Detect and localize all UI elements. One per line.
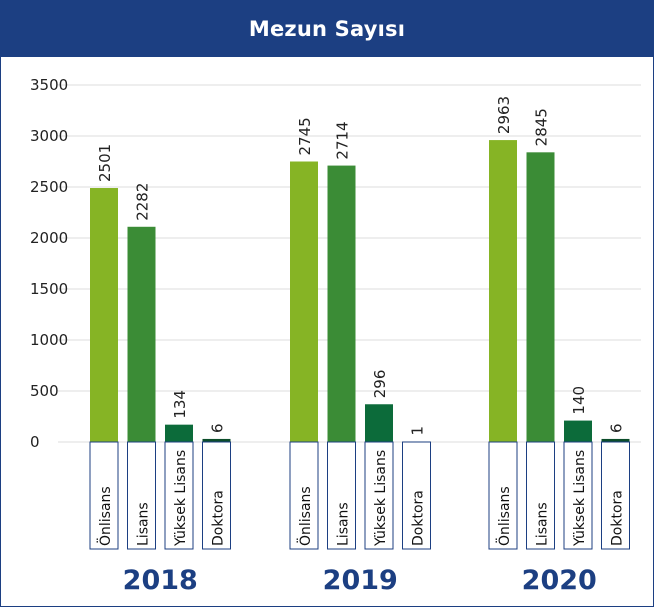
value-label-2018-lisans: 2282 (134, 183, 152, 221)
category-label-2019-doktora: Doktora (411, 490, 427, 546)
bar-2018-lisans (127, 226, 156, 442)
category-label-2019-onlisans: Önlisans (296, 486, 314, 546)
value-label-2018-doktora: 6 (209, 423, 227, 433)
y-tick-label: 3500 (30, 76, 68, 94)
bar-2020-lisans (526, 152, 555, 442)
chart-title: Mezun Sayısı (248, 17, 406, 41)
category-box-2018-doktora (202, 441, 231, 550)
category-box-2020-yuksek-lisans (563, 441, 593, 550)
value-labels: 2501 2282 134 6 2745 2714 296 1 2963 2845 140 6 (96, 96, 626, 436)
y-tick-label: 2500 (30, 178, 68, 196)
y-tick-label: 0 (30, 433, 40, 451)
value-label-2020-onlisans: 2963 (495, 96, 513, 134)
bar-2018-yuksek-lisans (165, 424, 193, 442)
bar-2019-lisans (327, 165, 356, 442)
category-label-boxes: Önlisans Lisans Yüksek Lisans Doktora Önlisa… (89, 441, 630, 550)
value-label-2020-doktora: 6 (608, 423, 626, 433)
y-tick-label: 3000 (30, 127, 68, 145)
value-label-2020-yuksek-lisans: 140 (570, 386, 588, 415)
category-label-2020-lisans: Lisans (535, 502, 551, 546)
category-box-2020-lisans (526, 441, 555, 550)
bar-2020-yuksek-lisans (564, 420, 592, 442)
bar-2018-doktora (202, 438, 231, 442)
y-tick-label: 1500 (30, 280, 68, 298)
category-box-2019-yuksek-lisans (364, 441, 394, 550)
category-box-2020-doktora (601, 441, 630, 550)
category-box-2019-doktora (402, 441, 431, 550)
value-label-2018-yuksek-lisans: 134 (171, 390, 189, 419)
bar-2018-onlisans (90, 188, 118, 442)
value-label-2019-yuksek-lisans: 296 (371, 370, 389, 399)
y-tick-label: 500 (30, 382, 59, 400)
category-box-2020-onlisans (488, 441, 518, 550)
value-label-2019-onlisans: 2745 (296, 117, 314, 155)
value-label-2020-lisans: 2845 (533, 108, 551, 146)
category-label-2018-lisans: Lisans (136, 502, 152, 546)
chart-header: Mezun Sayısı (1, 1, 653, 57)
y-tick-label: 1000 (30, 331, 68, 349)
category-box-2019-lisans (327, 441, 356, 550)
category-label-2018-doktora: Doktora (211, 490, 227, 546)
y-axis-ticks: 0 500 1000 1500 2000 2500 3000 3500 (30, 76, 68, 451)
y-tick-label: 2000 (30, 229, 68, 247)
category-label-2020-doktora: Doktora (610, 490, 626, 546)
bar-2019-yuksek-lisans (365, 404, 393, 442)
bars (90, 140, 630, 442)
category-label-2018-yuksek-lisans: Yüksek Lisans (173, 450, 189, 547)
category-box-2018-onlisans (89, 441, 119, 550)
group-labels: 2018 2019 2020 (123, 565, 597, 596)
bar-2020-doktora (601, 438, 630, 442)
bar-2019-onlisans (290, 161, 318, 442)
group-label-2020: 2020 (522, 565, 597, 596)
category-box-2018-yuksek-lisans (164, 441, 194, 550)
category-label-2018-onlisans: Önlisans (96, 486, 114, 546)
group-label-2018: 2018 (123, 565, 198, 596)
bar-2020-onlisans (489, 140, 517, 442)
value-label-2019-lisans: 2714 (334, 121, 352, 159)
value-label-2018-onlisans: 2501 (96, 144, 114, 182)
category-box-2019-onlisans (289, 441, 319, 550)
category-label-2020-yuksek-lisans: Yüksek Lisans (572, 450, 588, 547)
category-box-2018-lisans (127, 441, 156, 550)
category-label-2019-yuksek-lisans: Yüksek Lisans (373, 450, 389, 547)
group-label-2019: 2019 (323, 565, 398, 596)
category-label-2019-lisans: Lisans (336, 502, 352, 546)
value-label-2019-doktora: 1 (409, 426, 427, 436)
category-label-2020-onlisans: Önlisans (495, 486, 513, 546)
